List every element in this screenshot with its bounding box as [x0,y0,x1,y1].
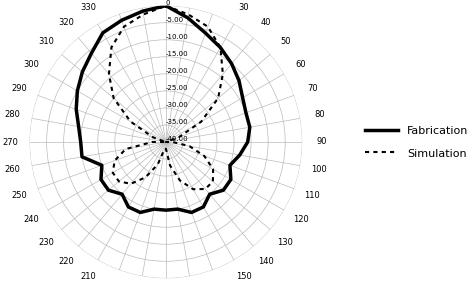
Fabrication [106,189,111,192]
Simulation [128,120,133,123]
Simulation [205,25,211,28]
Simulation [167,164,173,167]
Simulation [215,97,221,100]
Fabrication [126,205,131,209]
Fabrication [163,4,169,7]
Fabrication [237,153,243,157]
Simulation [202,187,208,191]
Simulation [155,163,161,166]
Fabrication [140,9,146,13]
Simulation [150,136,156,139]
Fabrication [137,211,143,214]
Line: Fabrication: Fabrication [76,6,250,212]
Simulation [116,180,122,183]
Fabrication [79,155,85,158]
Fabrication [207,193,212,196]
Simulation [163,140,169,144]
Fabrication [163,208,169,212]
Simulation [187,145,192,148]
Fabrication [218,46,223,49]
Simulation [112,159,118,162]
Simulation [163,4,169,7]
Fabrication [99,164,105,167]
Fabrication [201,205,206,209]
Simulation [110,171,116,174]
Simulation [170,140,175,144]
Simulation [111,97,117,100]
Fabrication [151,207,157,211]
Simulation [176,136,182,139]
Fabrication [80,70,85,74]
Fabrication [240,96,246,99]
Simulation [163,140,169,144]
Fabrication [189,211,194,214]
Fabrication [89,51,94,55]
Fabrication [100,31,106,34]
Fabrication [175,207,181,211]
Legend: Fabrication, Simulation: Fabrication, Simulation [365,125,468,159]
Fabrication [74,89,80,93]
Fabrication [220,189,226,192]
Simulation [141,13,146,16]
Fabrication [247,126,253,129]
Fabrication [245,140,251,144]
Simulation [191,187,196,191]
Simulation [218,46,223,49]
Simulation [128,182,134,185]
Simulation [106,72,112,76]
Fabrication [73,108,79,111]
Simulation [143,176,148,179]
Simulation [149,140,155,144]
Fabrication [228,178,234,181]
Fabrication [98,178,104,181]
Fabrication [227,164,233,167]
Simulation [199,120,204,123]
Simulation [163,147,169,151]
Fabrication [119,19,125,22]
Simulation [210,168,216,171]
Simulation [123,147,128,151]
Simulation [185,13,191,16]
Simulation [177,179,183,182]
Fabrication [76,125,82,128]
Fabrication [236,79,242,82]
Line: Simulation: Simulation [109,6,223,189]
Fabrication [119,193,125,196]
Fabrication [78,140,83,144]
Fabrication [203,32,209,35]
Fabrication [163,4,169,7]
Simulation [220,72,226,76]
Fabrication [185,16,191,20]
Simulation [121,25,127,28]
Fabrication [229,62,235,65]
Simulation [109,46,114,49]
Simulation [201,154,207,158]
Simulation [210,180,216,183]
Simulation [163,4,169,7]
Simulation [162,147,168,151]
Fabrication [243,111,249,114]
